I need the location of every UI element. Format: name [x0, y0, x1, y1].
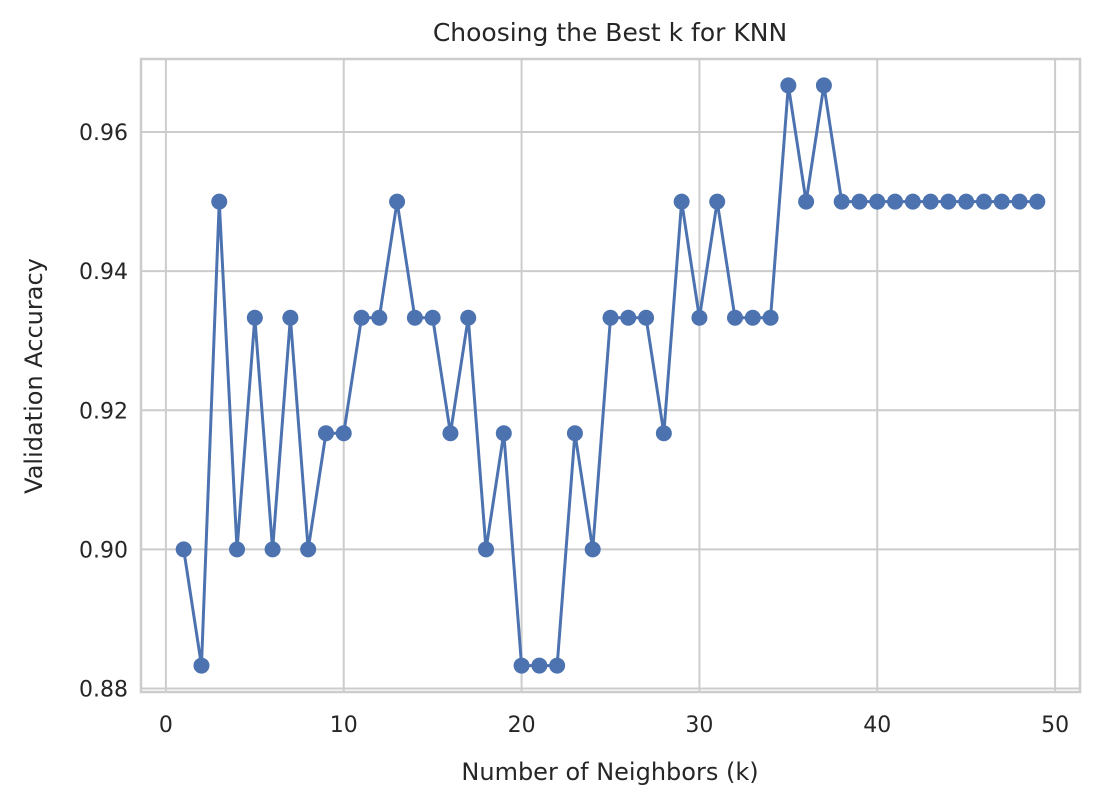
data-point — [282, 309, 299, 326]
data-point — [531, 657, 548, 674]
data-point — [709, 193, 726, 210]
data-point — [975, 193, 992, 210]
y-tick-label: 0.88 — [79, 678, 128, 703]
data-point — [371, 309, 388, 326]
data-point — [424, 309, 441, 326]
x-tick-label: 50 — [1041, 713, 1069, 738]
x-tick-label: 0 — [159, 713, 173, 738]
data-point — [406, 309, 423, 326]
data-point — [211, 193, 228, 210]
data-point — [993, 193, 1010, 210]
data-point — [904, 193, 921, 210]
data-point — [442, 425, 459, 442]
data-point — [691, 309, 708, 326]
data-point — [815, 77, 832, 94]
y-tick-label: 0.92 — [79, 399, 128, 424]
x-axis-label: Number of Neighbors (k) — [461, 758, 758, 786]
data-point — [353, 309, 370, 326]
data-point — [1029, 193, 1046, 210]
y-axis-label: Validation Accuracy — [20, 258, 48, 494]
data-point — [869, 193, 886, 210]
chart-title: Choosing the Best k for KNN — [433, 18, 787, 47]
data-point — [317, 425, 334, 442]
data-point — [780, 77, 797, 94]
data-point — [620, 309, 637, 326]
data-point — [229, 541, 246, 558]
data-point — [246, 309, 263, 326]
x-tick-label: 20 — [508, 713, 536, 738]
data-point — [460, 309, 477, 326]
data-point — [584, 541, 601, 558]
data-point — [193, 657, 210, 674]
data-point — [1011, 193, 1028, 210]
data-point — [958, 193, 975, 210]
data-point — [940, 193, 957, 210]
data-point — [655, 425, 672, 442]
data-point — [673, 193, 690, 210]
data-point — [726, 309, 743, 326]
data-point — [549, 657, 566, 674]
grid-lines — [141, 59, 1080, 692]
data-point — [495, 425, 512, 442]
data-point — [300, 541, 317, 558]
data-point — [566, 425, 583, 442]
data-point — [833, 193, 850, 210]
y-tick-label: 0.96 — [79, 121, 128, 146]
y-tick-label: 0.90 — [79, 538, 128, 563]
data-point — [922, 193, 939, 210]
x-tick-label: 40 — [863, 713, 891, 738]
data-point — [389, 193, 406, 210]
data-point — [478, 541, 495, 558]
plot-frame — [139, 57, 1082, 694]
data-point — [602, 309, 619, 326]
data-point — [513, 657, 530, 674]
data-point — [175, 541, 192, 558]
x-tick-label: 30 — [685, 713, 713, 738]
x-tick-label: 10 — [330, 713, 358, 738]
tick-labels: 0 10 20 30 40 50 0.88 0.90 0.92 0.94 0.96 — [79, 121, 1069, 738]
data-point — [798, 193, 815, 210]
data-point — [335, 425, 352, 442]
y-tick-label: 0.94 — [79, 260, 128, 285]
data-point — [264, 541, 281, 558]
data-point — [887, 193, 904, 210]
data-point — [851, 193, 868, 210]
data-point — [638, 309, 655, 326]
data-point — [744, 309, 761, 326]
data-point — [762, 309, 779, 326]
series-layer — [175, 77, 1046, 674]
